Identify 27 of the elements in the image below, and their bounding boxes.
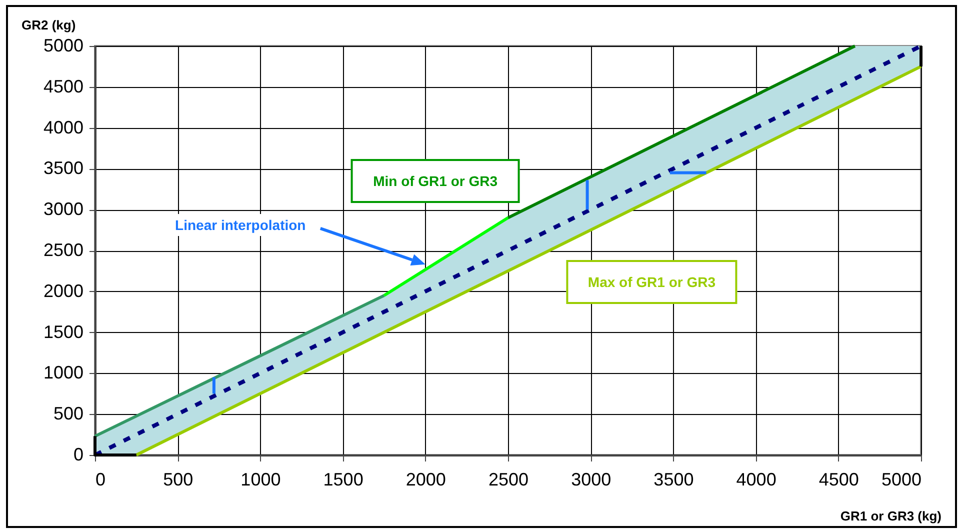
x-tick-label: 2000 bbox=[406, 470, 446, 490]
y-tick-label: 3500 bbox=[43, 158, 84, 178]
x-tick-label: 3500 bbox=[654, 470, 694, 490]
annotation: Max of GR1 or GR3 bbox=[566, 260, 738, 304]
y-tick-label: 2500 bbox=[43, 240, 84, 260]
x-tick-label: 5000 bbox=[881, 470, 922, 490]
x-axis-title: GR1 or GR3 (kg) bbox=[840, 508, 942, 524]
x-tick-label: 0 bbox=[96, 470, 106, 490]
x-tick-label: 1500 bbox=[323, 470, 364, 490]
y-tick-label: 1000 bbox=[43, 362, 84, 383]
annotation: Min of GR1 or GR3 bbox=[351, 158, 520, 203]
y-tick-label: 0 bbox=[73, 444, 84, 464]
annotation: Linear interpolation bbox=[169, 214, 312, 236]
y-tick-label: 500 bbox=[53, 404, 84, 424]
y-axis-title: GR2 (kg) bbox=[22, 18, 76, 32]
y-tick-label: 2000 bbox=[43, 280, 84, 301]
x-tick-label: 4000 bbox=[736, 470, 776, 490]
x-tick-label: 4500 bbox=[818, 470, 859, 490]
x-tick-label: 1000 bbox=[240, 470, 281, 490]
x-tick-label: 3000 bbox=[571, 470, 612, 490]
x-tick-label: 2500 bbox=[488, 470, 529, 490]
y-tick-label: 3000 bbox=[43, 199, 84, 220]
y-tick-label: 1500 bbox=[43, 322, 84, 342]
y-tick-label: 5000 bbox=[43, 36, 84, 56]
y-tick-label: 4500 bbox=[43, 76, 84, 96]
y-tick-label: 4000 bbox=[43, 117, 84, 138]
x-tick-label: 500 bbox=[163, 470, 194, 490]
